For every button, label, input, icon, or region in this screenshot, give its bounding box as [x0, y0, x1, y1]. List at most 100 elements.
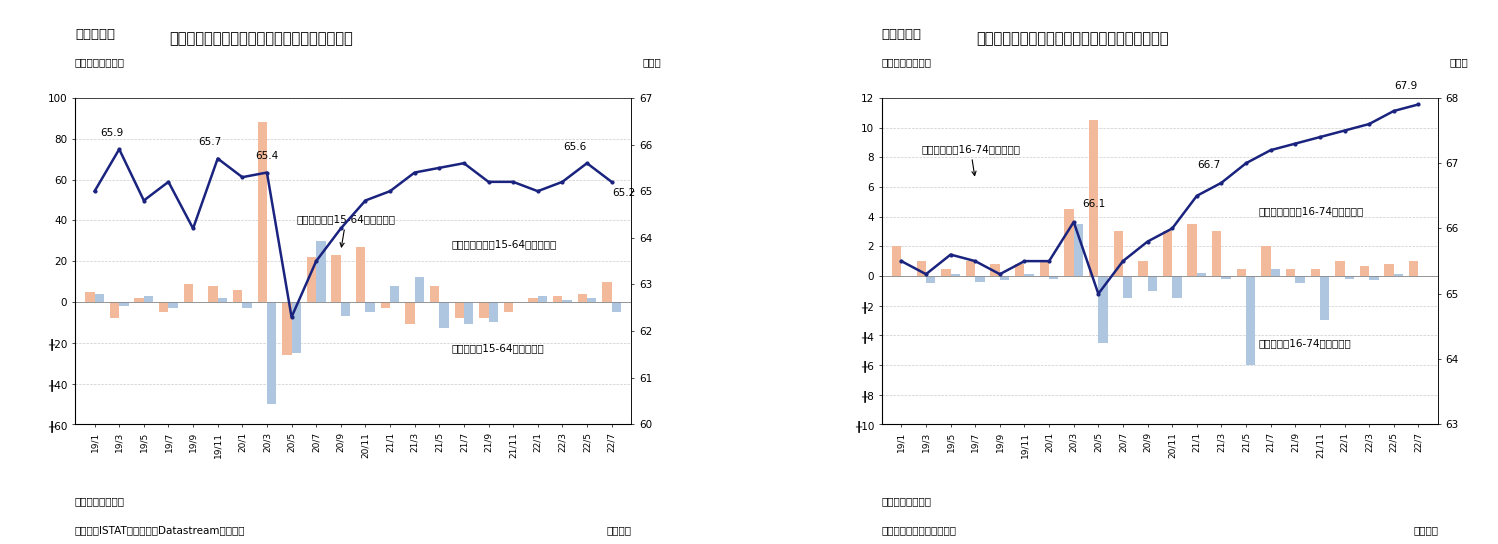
Text: 65.9: 65.9 [100, 127, 123, 138]
Text: （注）季節調整値: （注）季節調整値 [882, 496, 932, 506]
Bar [380, 302, 389, 308]
Bar [1237, 269, 1246, 276]
Text: 労働参加率（16-74才、右軸）: 労働参加率（16-74才、右軸） [921, 144, 1020, 176]
Bar [529, 298, 538, 302]
Bar [316, 240, 325, 302]
Bar [926, 276, 935, 283]
Bar [917, 261, 926, 276]
Bar [1188, 224, 1197, 276]
Bar [258, 122, 267, 302]
Text: （注）季節調整値: （注）季節調整値 [75, 496, 124, 506]
Bar [331, 255, 340, 302]
Bar [1261, 246, 1270, 276]
Bar [168, 302, 178, 308]
Text: （資料）ISTATのデータをDatastreamより取得: （資料）ISTATのデータをDatastreamより取得 [75, 526, 246, 535]
Bar [1296, 276, 1305, 283]
Bar [553, 296, 562, 302]
Bar [1270, 269, 1279, 276]
Text: イタリアの失業者・非労働力人口・労働参加率: イタリアの失業者・非労働力人口・労働参加率 [169, 30, 354, 46]
Bar [430, 286, 439, 302]
Bar [85, 292, 94, 302]
Bar [184, 283, 193, 302]
Bar [1173, 276, 1182, 298]
Bar [562, 300, 572, 302]
Bar [109, 302, 120, 318]
Bar [159, 302, 168, 312]
Bar [1025, 275, 1034, 276]
Bar [1311, 269, 1320, 276]
Bar [454, 302, 464, 318]
Bar [94, 294, 103, 302]
Text: （％）: （％） [1449, 57, 1468, 67]
Text: 67.9: 67.9 [1395, 82, 1417, 91]
Text: 65.2: 65.2 [613, 188, 635, 198]
Bar [1360, 265, 1369, 276]
Bar [1285, 269, 1296, 276]
Text: （図表８）: （図表８） [882, 28, 921, 41]
Bar [990, 264, 999, 276]
Bar [1138, 261, 1147, 276]
Bar [307, 257, 316, 302]
Text: 非労働者人口（16-74才）の変化: 非労働者人口（16-74才）の変化 [1258, 207, 1363, 217]
Text: 労働参加率（15-64才、右軸）: 労働参加率（15-64才、右軸） [297, 214, 395, 247]
Bar [1089, 120, 1098, 276]
Bar [1065, 209, 1074, 276]
Bar [1320, 276, 1329, 320]
Bar [611, 302, 622, 312]
Bar [1162, 231, 1173, 276]
Bar [1197, 273, 1206, 276]
Bar [1410, 261, 1419, 276]
Bar [1074, 224, 1083, 276]
Bar [1016, 264, 1025, 276]
Bar [941, 269, 951, 276]
Text: （前月差、万人）: （前月差、万人） [882, 57, 932, 67]
Bar [243, 302, 252, 308]
Text: 66.7: 66.7 [1197, 160, 1221, 170]
Bar [357, 247, 366, 302]
Bar [1369, 276, 1378, 280]
Text: 非労働者人口（15-64才）の変化: 非労働者人口（15-64才）の変化 [451, 239, 557, 249]
Bar [1212, 231, 1221, 276]
Text: （資料）ポルトガル統計局: （資料）ポルトガル統計局 [882, 526, 957, 535]
Bar [1221, 276, 1231, 279]
Text: （％）: （％） [643, 57, 661, 67]
Bar [135, 298, 144, 302]
Text: 66.1: 66.1 [1082, 199, 1106, 209]
Bar [1147, 276, 1156, 291]
Bar [488, 302, 497, 322]
Bar [267, 302, 276, 404]
Bar [1049, 276, 1059, 279]
Bar [406, 302, 415, 324]
Bar [1124, 276, 1132, 298]
Bar [234, 289, 243, 302]
Text: ポルトガルの失業者・非労働力人口・労働参加率: ポルトガルの失業者・非労働力人口・労働参加率 [977, 30, 1168, 46]
Bar [1384, 264, 1393, 276]
Bar [975, 276, 984, 282]
Bar [1098, 276, 1107, 343]
Text: 65.4: 65.4 [255, 151, 279, 161]
Text: （月次）: （月次） [1413, 526, 1438, 535]
Text: （図表７）: （図表７） [75, 28, 115, 41]
Bar [1113, 231, 1124, 276]
Bar [292, 302, 301, 353]
Bar [439, 302, 448, 329]
Text: 失業者数（16-74才）の変化: 失業者数（16-74才）の変化 [1258, 338, 1351, 348]
Bar [340, 302, 351, 316]
Bar [891, 246, 902, 276]
Bar [120, 302, 129, 306]
Text: 65.6: 65.6 [563, 141, 586, 152]
Bar [999, 276, 1010, 280]
Bar [503, 302, 514, 312]
Bar [217, 298, 228, 302]
Bar [389, 286, 400, 302]
Bar [464, 302, 473, 324]
Bar [1345, 276, 1354, 279]
Text: （月次）: （月次） [607, 526, 631, 535]
Bar [602, 282, 611, 302]
Bar [951, 275, 960, 276]
Bar [415, 277, 424, 302]
Text: （前月差、万人）: （前月差、万人） [75, 57, 124, 67]
Bar [1335, 261, 1345, 276]
Text: 65.7: 65.7 [199, 137, 222, 147]
Bar [479, 302, 488, 318]
